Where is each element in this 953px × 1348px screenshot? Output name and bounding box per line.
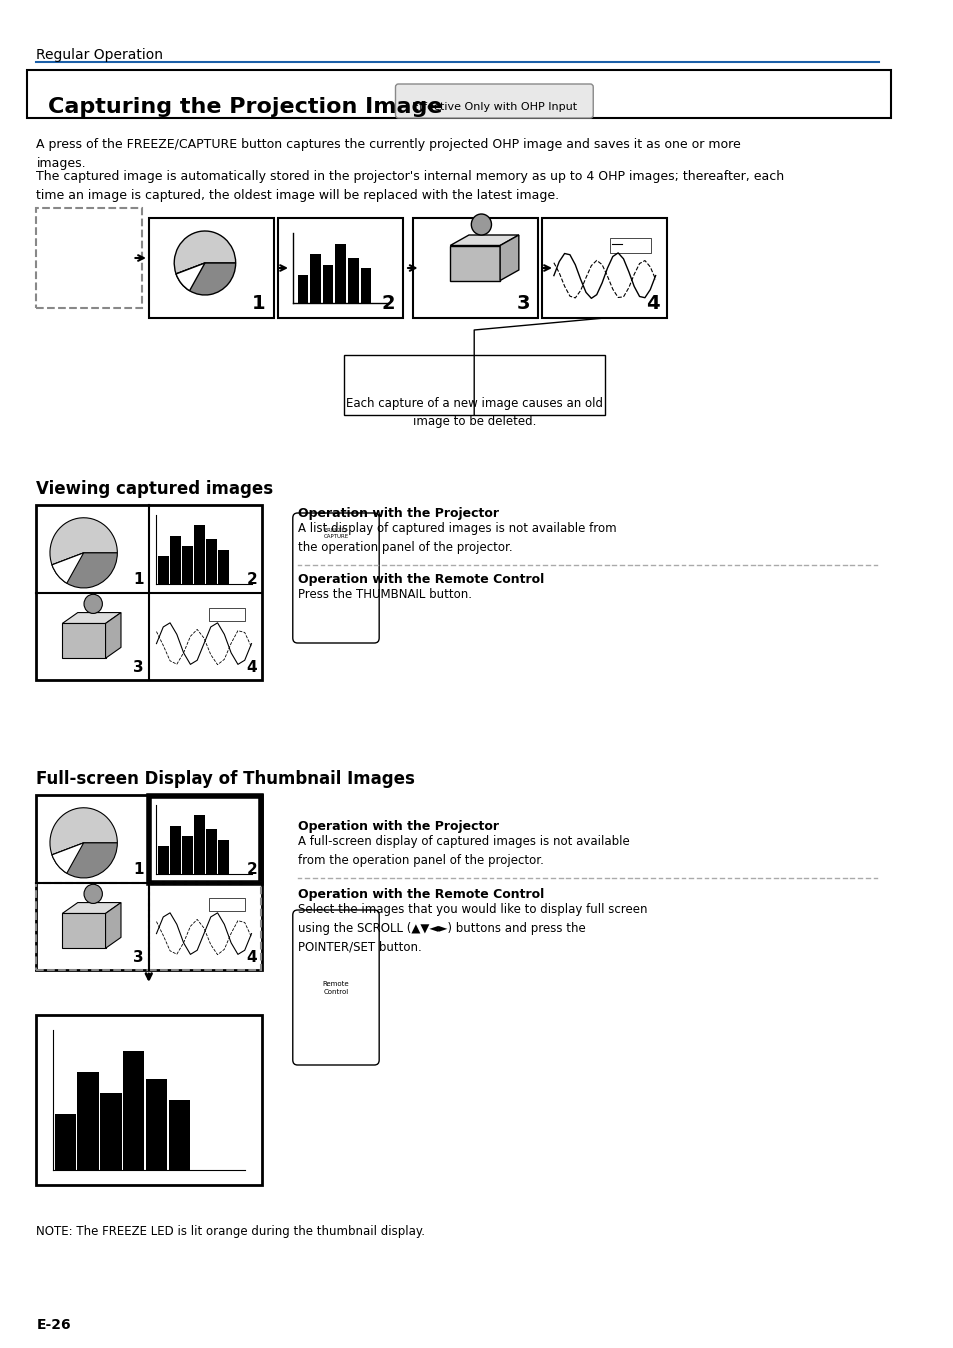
Bar — [348, 257, 358, 303]
Bar — [171, 535, 181, 584]
Text: Effective Only with OHP Input: Effective Only with OHP Input — [412, 102, 577, 112]
Text: 1: 1 — [133, 861, 144, 878]
Bar — [146, 1078, 167, 1170]
FancyBboxPatch shape — [542, 218, 666, 318]
Text: Capturing the Projection Image: Capturing the Projection Image — [48, 97, 442, 117]
Bar — [54, 1113, 76, 1170]
Wedge shape — [51, 553, 117, 588]
Bar — [218, 550, 229, 584]
Text: Operation with the Remote Control: Operation with the Remote Control — [297, 573, 543, 586]
FancyBboxPatch shape — [62, 623, 106, 658]
Polygon shape — [62, 612, 121, 623]
Bar — [360, 268, 371, 303]
Wedge shape — [50, 518, 117, 565]
FancyBboxPatch shape — [149, 218, 274, 318]
FancyBboxPatch shape — [62, 914, 106, 948]
Bar — [297, 275, 308, 303]
Bar — [182, 546, 193, 584]
Bar — [322, 264, 333, 303]
Wedge shape — [50, 807, 117, 855]
Polygon shape — [106, 612, 121, 658]
Bar — [194, 526, 205, 584]
Bar — [310, 253, 320, 303]
Bar — [209, 608, 245, 621]
FancyBboxPatch shape — [36, 208, 142, 307]
Bar — [100, 1093, 121, 1170]
Wedge shape — [176, 263, 235, 295]
FancyBboxPatch shape — [293, 910, 378, 1065]
Text: 1: 1 — [133, 572, 144, 586]
Bar — [171, 826, 181, 874]
Text: NOTE: The FREEZE LED is lit orange during the thumbnail display.: NOTE: The FREEZE LED is lit orange durin… — [36, 1225, 425, 1237]
FancyBboxPatch shape — [395, 84, 593, 119]
Bar — [158, 557, 169, 584]
Text: 2: 2 — [246, 572, 257, 586]
Bar — [206, 539, 216, 584]
Text: 4: 4 — [247, 661, 257, 675]
FancyBboxPatch shape — [36, 506, 262, 679]
Text: Operation with the Projector: Operation with the Projector — [297, 507, 498, 520]
Wedge shape — [51, 842, 84, 874]
FancyBboxPatch shape — [343, 355, 604, 415]
Wedge shape — [174, 231, 235, 274]
Bar — [335, 244, 346, 303]
Polygon shape — [499, 235, 518, 280]
Text: 2: 2 — [246, 861, 257, 878]
FancyBboxPatch shape — [450, 245, 499, 280]
Text: 2: 2 — [381, 294, 395, 313]
Polygon shape — [106, 903, 121, 948]
Text: Remote
Control: Remote Control — [322, 981, 349, 995]
Text: 4: 4 — [247, 950, 257, 965]
Bar — [609, 237, 650, 253]
FancyBboxPatch shape — [36, 795, 262, 971]
Bar — [182, 836, 193, 874]
Text: FREEZE/
CAPTURE: FREEZE/ CAPTURE — [323, 528, 348, 539]
FancyBboxPatch shape — [27, 70, 890, 119]
Text: 3: 3 — [133, 950, 144, 965]
Bar — [169, 1100, 190, 1170]
Text: Operation with the Remote Control: Operation with the Remote Control — [297, 888, 543, 900]
Bar — [209, 898, 245, 911]
Polygon shape — [62, 903, 121, 914]
Text: Operation with the Projector: Operation with the Projector — [297, 820, 498, 833]
Text: Full-screen Display of Thumbnail Images: Full-screen Display of Thumbnail Images — [36, 770, 415, 789]
Bar — [158, 847, 169, 874]
Bar — [194, 816, 205, 874]
Polygon shape — [450, 235, 518, 245]
FancyBboxPatch shape — [149, 797, 261, 883]
Text: A full-screen display of captured images is not available
from the operation pan: A full-screen display of captured images… — [297, 834, 629, 867]
FancyBboxPatch shape — [293, 514, 378, 643]
Text: A list display of captured images is not available from
the operation panel of t: A list display of captured images is not… — [297, 522, 616, 554]
Wedge shape — [51, 553, 84, 584]
Text: Regular Operation: Regular Operation — [36, 49, 163, 62]
Wedge shape — [51, 842, 117, 878]
Text: Viewing captured images: Viewing captured images — [36, 480, 274, 497]
Circle shape — [471, 214, 491, 235]
Text: 4: 4 — [645, 294, 659, 313]
Text: The captured image is automatically stored in the projector's internal memory as: The captured image is automatically stor… — [36, 170, 783, 202]
Text: 3: 3 — [133, 661, 144, 675]
Text: Select the images that you would like to display full screen
using the SCROLL (▲: Select the images that you would like to… — [297, 903, 646, 954]
Bar — [77, 1072, 99, 1170]
Circle shape — [84, 594, 102, 613]
Text: 3: 3 — [516, 294, 529, 313]
Text: 1: 1 — [252, 294, 266, 313]
Text: Press the THUMBNAIL button.: Press the THUMBNAIL button. — [297, 588, 471, 601]
Bar — [123, 1051, 144, 1170]
Wedge shape — [176, 263, 205, 291]
FancyBboxPatch shape — [413, 218, 537, 318]
Bar — [206, 829, 216, 874]
FancyBboxPatch shape — [36, 1015, 262, 1185]
Text: A press of the FREEZE/CAPTURE button captures the currently projected OHP image : A press of the FREEZE/CAPTURE button cap… — [36, 137, 740, 170]
Text: Each capture of a new image causes an old
image to be deleted.: Each capture of a new image causes an ol… — [345, 398, 602, 429]
Text: E-26: E-26 — [36, 1318, 71, 1332]
Circle shape — [84, 884, 102, 903]
FancyBboxPatch shape — [278, 218, 403, 318]
Bar — [218, 840, 229, 874]
